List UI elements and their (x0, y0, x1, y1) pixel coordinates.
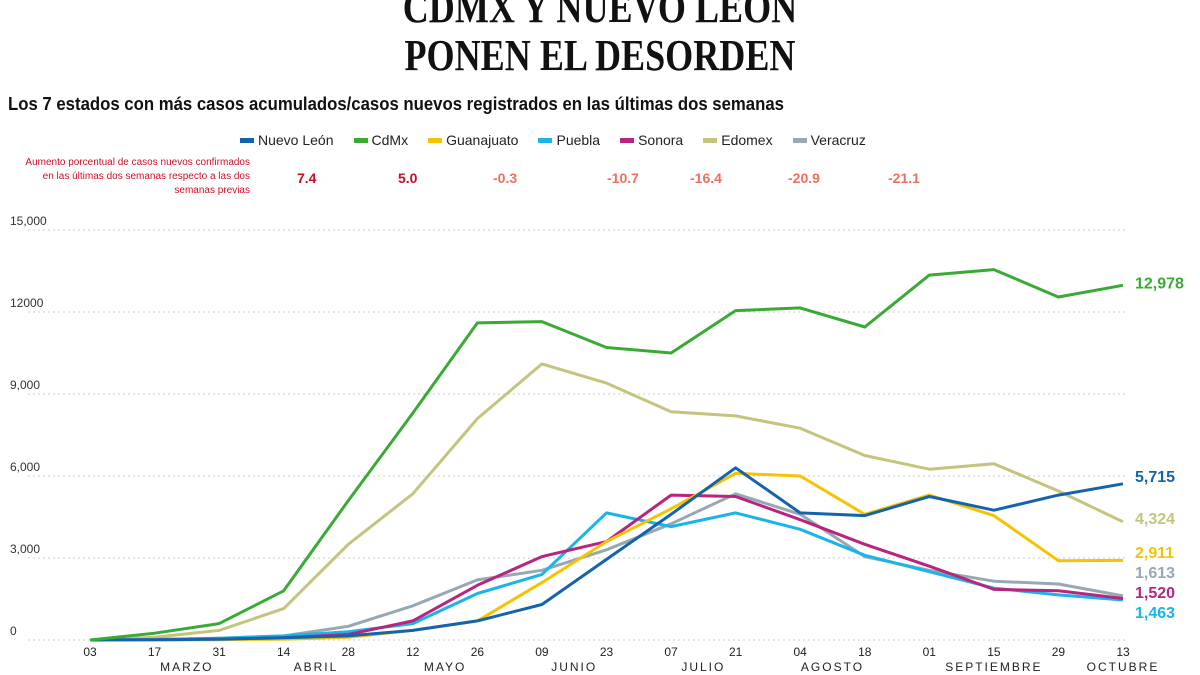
x-tick-label: 29 (1052, 645, 1066, 659)
x-tick-label: 12 (406, 645, 420, 659)
legend-swatch (620, 137, 635, 143)
y-tick-label: 12000 (10, 296, 44, 310)
series-line-guanajuato (89, 471, 1124, 642)
legend-item: Veracruz (792, 132, 866, 148)
x-tick-label: 04 (794, 645, 808, 659)
legend-label: Nuevo León (258, 132, 334, 148)
x-tick-label: 28 (342, 645, 356, 659)
pct-change-value: 7.4 (297, 170, 317, 186)
legend-item: Nuevo León (240, 132, 334, 148)
x-month-label: MAYO (424, 660, 466, 674)
series-line-sonora (89, 493, 1124, 642)
series-line-nuevo-león (89, 466, 1124, 642)
y-tick-label: 0 (10, 624, 17, 638)
pct-change-label: Aumento porcentual de casos nuevos confi… (25, 157, 250, 196)
end-value-label: 2,911 (1135, 545, 1174, 562)
y-tick-label: 15,000 (10, 214, 47, 228)
end-value-label: 1,520 (1135, 585, 1175, 602)
legend-label: CdMx (371, 132, 409, 148)
end-value-label: 4,324 (1135, 511, 1175, 528)
end-value-label: 1,613 (1135, 565, 1175, 582)
legend-label: Sonora (638, 132, 684, 148)
x-tick-label: 26 (471, 645, 485, 659)
series-line-edomex (89, 362, 1124, 642)
x-month-label: MARZO (160, 660, 213, 674)
x-tick-label: 14 (277, 645, 291, 659)
end-value-label: 5,715 (1135, 469, 1175, 486)
series-line-puebla (89, 511, 1124, 642)
y-tick-label: 3,000 (10, 542, 40, 556)
pct-change-value: 5.0 (398, 170, 418, 186)
pct-change-value: -20.9 (788, 170, 820, 186)
series-line-veracruz (89, 492, 1124, 642)
legend-swatch (538, 137, 553, 143)
legend-swatch (703, 137, 718, 143)
chart-subtitle: Los 7 estados con más casos acumulados/c… (8, 94, 784, 114)
x-month-label: JUNIO (551, 660, 597, 674)
x-month-label: SEPTIEMBRE (945, 660, 1042, 674)
legend-swatch (428, 137, 443, 143)
legend-swatch (353, 137, 368, 143)
x-tick-label: 17 (148, 645, 162, 659)
y-tick-label: 9,000 (10, 378, 40, 392)
end-value-label: 12,978 (1135, 275, 1184, 292)
pct-change-value: -0.3 (493, 170, 518, 186)
x-tick-label: 15 (987, 645, 1001, 659)
legend-item: CdMx (353, 132, 409, 148)
x-tick-label: 03 (83, 645, 97, 659)
pct-change-value: -10.7 (607, 170, 639, 186)
y-tick-label: 6,000 (10, 460, 40, 474)
legend-swatch (240, 137, 254, 143)
x-tick-label: 31 (212, 645, 226, 659)
chart-title-line-2: PONEN EL DESORDEN (404, 31, 796, 80)
legend-item: Puebla (538, 132, 600, 148)
x-tick-label: 09 (535, 645, 549, 659)
series-line-cdmx (89, 268, 1124, 642)
x-tick-label: 13 (1116, 645, 1130, 659)
legend-swatch (792, 137, 807, 143)
x-month-label: OCTUBRE (1087, 660, 1160, 674)
x-tick-label: 18 (858, 645, 872, 659)
legend-item: Edomex (703, 132, 773, 148)
legend-item: Sonora (620, 132, 683, 148)
legend-label: Edomex (721, 132, 773, 148)
x-month-label: JULIO (681, 660, 725, 674)
legend-item: Guanajuato (428, 132, 518, 148)
legend: Nuevo León CdMx Guanajuato Puebla Sonora Edom… (240, 132, 886, 148)
legend-label: Guanajuato (446, 132, 519, 148)
x-tick-label: 07 (664, 645, 678, 659)
pct-change-value: -21.1 (888, 170, 920, 186)
x-month-label: AGOSTO (801, 660, 864, 674)
legend-label: Veracruz (810, 132, 866, 148)
chart-title-line-1: CDMX Y NUEVO LEÓN (402, 0, 798, 32)
x-tick-label: 01 (923, 645, 937, 659)
x-tick-label: 23 (600, 645, 614, 659)
x-tick-label: 21 (729, 645, 743, 659)
legend-label: Puebla (556, 132, 601, 148)
pct-change-value: -16.4 (690, 170, 722, 186)
end-value-label: 1,463 (1135, 605, 1175, 622)
x-month-label: ABRIL (294, 660, 339, 674)
